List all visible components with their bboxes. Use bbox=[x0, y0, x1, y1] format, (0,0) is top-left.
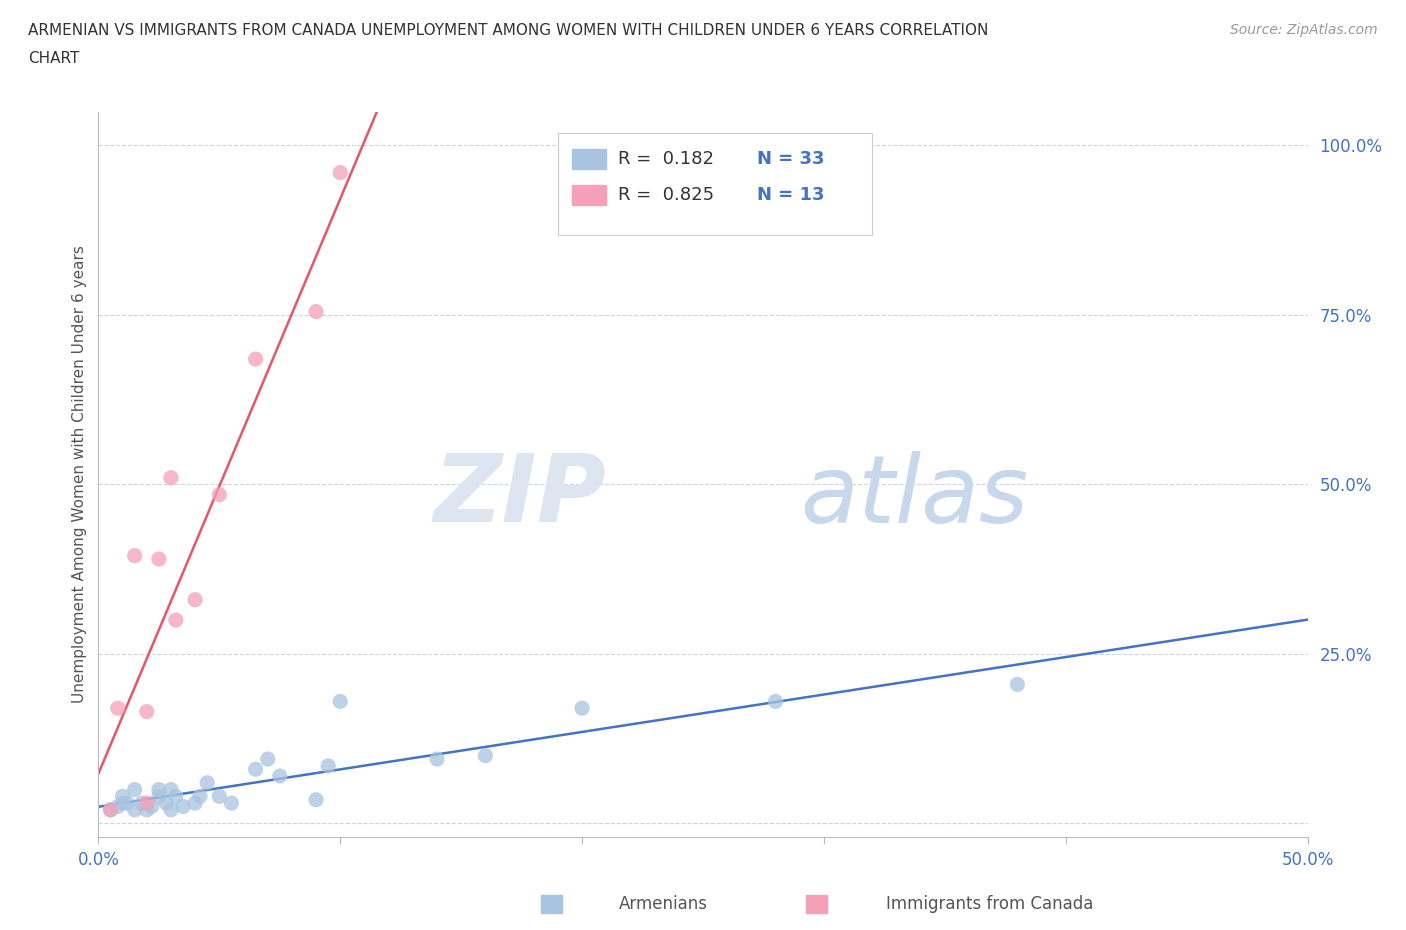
Point bbox=[135, 704, 157, 719]
Point bbox=[135, 803, 157, 817]
Text: CHART: CHART bbox=[28, 51, 80, 66]
Text: N = 33: N = 33 bbox=[758, 150, 825, 167]
Point bbox=[305, 304, 328, 319]
Point bbox=[148, 551, 170, 566]
Text: Armenians: Armenians bbox=[619, 895, 707, 913]
Point bbox=[165, 613, 187, 628]
Point bbox=[269, 768, 291, 783]
Point bbox=[256, 751, 278, 766]
Point bbox=[131, 796, 153, 811]
Point bbox=[208, 789, 231, 804]
Point bbox=[184, 592, 207, 607]
Point bbox=[571, 700, 593, 715]
Point bbox=[474, 749, 496, 764]
Bar bbox=[572, 185, 606, 206]
Point bbox=[316, 758, 339, 773]
Point bbox=[184, 796, 207, 811]
Point bbox=[135, 796, 157, 811]
Text: R =  0.182: R = 0.182 bbox=[619, 150, 714, 167]
Text: Source: ZipAtlas.com: Source: ZipAtlas.com bbox=[1230, 23, 1378, 37]
Point bbox=[329, 694, 352, 709]
Point bbox=[124, 548, 146, 563]
Point bbox=[148, 789, 170, 804]
Point bbox=[765, 694, 787, 709]
Point bbox=[245, 352, 267, 366]
Point bbox=[305, 792, 328, 807]
Point bbox=[245, 762, 267, 777]
Point bbox=[148, 782, 170, 797]
Point bbox=[100, 803, 122, 817]
Text: Immigrants from Canada: Immigrants from Canada bbox=[886, 895, 1092, 913]
Point bbox=[141, 799, 163, 814]
Point bbox=[160, 782, 183, 797]
Point bbox=[107, 700, 129, 715]
Point bbox=[221, 796, 243, 811]
Text: ZIP: ZIP bbox=[433, 450, 606, 542]
Point bbox=[124, 782, 146, 797]
Point bbox=[111, 796, 134, 811]
Point bbox=[426, 751, 449, 766]
Point bbox=[117, 796, 139, 811]
Y-axis label: Unemployment Among Women with Children Under 6 years: Unemployment Among Women with Children U… bbox=[72, 246, 87, 703]
Point bbox=[165, 789, 187, 804]
Point bbox=[111, 789, 134, 804]
Point bbox=[155, 796, 177, 811]
Point bbox=[124, 803, 146, 817]
Text: atlas: atlas bbox=[800, 450, 1028, 541]
Point bbox=[329, 166, 352, 180]
Point bbox=[100, 803, 122, 817]
Point bbox=[195, 776, 218, 790]
Point bbox=[188, 789, 211, 804]
Point bbox=[172, 799, 194, 814]
Point bbox=[107, 799, 129, 814]
Text: R =  0.825: R = 0.825 bbox=[619, 186, 714, 204]
FancyBboxPatch shape bbox=[558, 133, 872, 235]
Point bbox=[160, 471, 183, 485]
Text: N = 13: N = 13 bbox=[758, 186, 825, 204]
Point bbox=[160, 803, 183, 817]
Text: ARMENIAN VS IMMIGRANTS FROM CANADA UNEMPLOYMENT AMONG WOMEN WITH CHILDREN UNDER : ARMENIAN VS IMMIGRANTS FROM CANADA UNEMP… bbox=[28, 23, 988, 38]
Bar bbox=[572, 149, 606, 169]
Point bbox=[208, 487, 231, 502]
Point bbox=[1007, 677, 1029, 692]
